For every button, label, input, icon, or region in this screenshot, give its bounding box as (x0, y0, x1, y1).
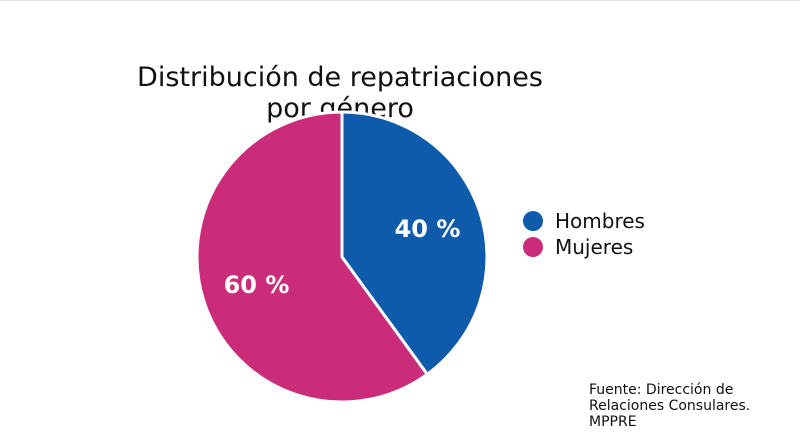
source-note-line-2: Relaciones Consulares. (589, 398, 751, 414)
data-label-mujeres: 60 % (224, 271, 290, 299)
data-label-hombres: 40 % (395, 215, 461, 243)
pie-slices (195, 110, 489, 404)
legend-label-hombres: Hombres (555, 209, 645, 233)
source-note: Fuente: Dirección de Relaciones Consular… (589, 382, 750, 430)
legend-swatch-mujeres (523, 237, 543, 257)
legend-item-mujeres: Mujeres (523, 234, 645, 260)
pie-data-labels: 40 % 60 % (224, 215, 461, 299)
top-border (0, 0, 800, 1)
pie-slice-hombres (340, 110, 489, 376)
legend-item-hombres: Hombres (523, 208, 645, 234)
source-note-line-3: MPPRE (589, 414, 637, 430)
legend-label-mujeres: Mujeres (555, 235, 634, 259)
chart-title-line-1: Distribución de repatriaciones (137, 62, 543, 93)
pie-slice-mujeres (195, 110, 429, 404)
source-note-line-1: Fuente: Dirección de (589, 382, 734, 398)
legend-swatch-hombres (523, 211, 543, 231)
legend: Hombres Mujeres (523, 208, 645, 260)
